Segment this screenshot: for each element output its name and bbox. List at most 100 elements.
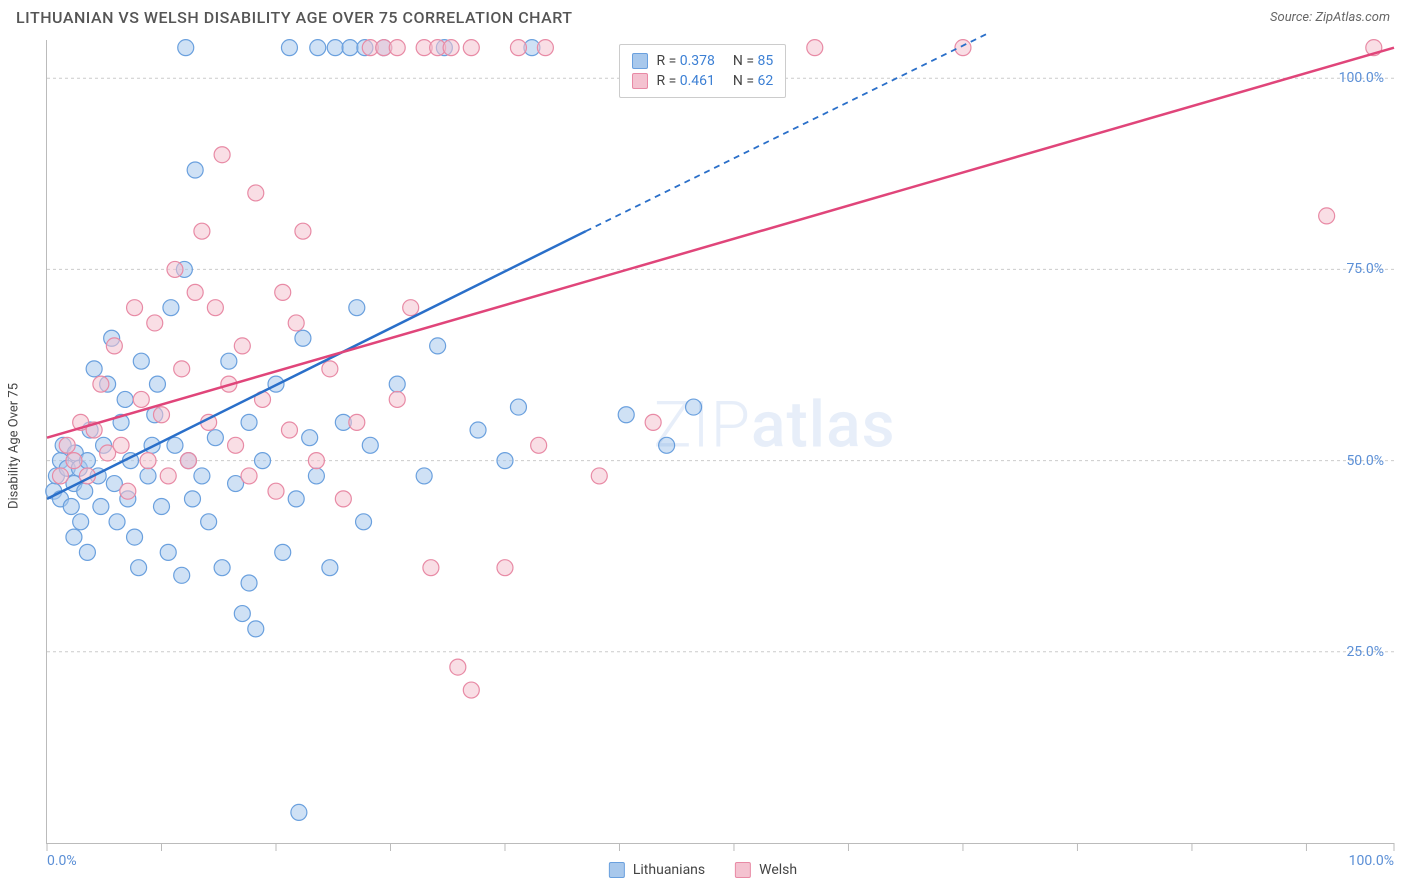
data-point [86,361,102,377]
data-point [241,414,257,430]
legend-n-label: N = 85 [733,53,773,69]
data-point [113,437,129,453]
data-point [127,529,143,545]
data-point [955,40,971,56]
data-point [147,315,163,331]
data-point [117,391,133,407]
x-tick-label: 100.0% [1349,853,1394,869]
data-point [463,682,479,698]
data-point [234,606,250,622]
data-point [288,491,304,507]
data-point [510,399,526,415]
data-point [201,514,217,530]
data-point [1319,208,1335,224]
y-tick-label: 100.0% [1339,70,1384,86]
legend-n-label: N = 62 [733,73,773,89]
legend-row: R = 0.378N = 85 [632,51,773,71]
data-point [531,437,547,453]
data-point [248,621,264,637]
data-point [73,514,89,530]
data-point [275,284,291,300]
data-point [207,300,223,316]
data-point [450,659,466,675]
legend-swatch [632,53,648,69]
data-point [180,453,196,469]
data-point [77,483,93,499]
data-point [335,491,351,507]
data-point [295,223,311,239]
y-tick-label: 50.0% [1346,453,1384,469]
data-point [659,437,675,453]
data-point [618,407,634,423]
legend-item: Welsh [735,862,797,878]
data-point [133,391,149,407]
data-point [349,414,365,430]
source-attribution: Source: ZipAtlas.com [1270,10,1390,25]
scatter-svg [47,40,1394,843]
data-point [184,491,200,507]
data-point [248,185,264,201]
data-point [187,284,203,300]
data-point [109,514,125,530]
data-point [416,468,432,484]
data-point [127,300,143,316]
data-point [66,529,82,545]
data-point [214,560,230,576]
x-tick-label: 0.0% [47,853,77,869]
data-point [153,407,169,423]
data-point [174,567,190,583]
data-point [443,40,459,56]
data-point [79,544,95,560]
data-point [163,300,179,316]
data-point [308,468,324,484]
legend-swatch [632,73,648,89]
data-point [140,453,156,469]
legend-swatch [609,862,625,878]
data-point [93,499,109,515]
data-point [131,560,147,576]
legend-swatch [735,862,751,878]
y-tick-label: 75.0% [1346,261,1384,277]
chart-plot-area: ZIPatlas R = 0.378N = 85R = 0.461N = 62 … [46,40,1394,844]
data-point [362,437,378,453]
data-point [389,40,405,56]
data-point [645,414,661,430]
data-point [510,40,526,56]
data-point [187,162,203,178]
data-point [807,40,823,56]
data-point [52,468,68,484]
data-point [66,453,82,469]
data-point [241,575,257,591]
data-point [160,544,176,560]
correlation-legend: R = 0.378N = 85R = 0.461N = 62 [619,44,786,98]
data-point [149,376,165,392]
data-point [423,560,439,576]
data-point [342,40,358,56]
data-point [322,560,338,576]
data-point [275,544,291,560]
data-point [463,40,479,56]
data-point [356,514,372,530]
data-point [310,40,326,56]
y-axis-label: Disability Age Over 75 [7,383,22,509]
chart-title: LITHUANIAN VS WELSH DISABILITY AGE OVER … [16,8,573,27]
data-point [281,40,297,56]
data-point [207,430,223,446]
data-point [133,353,149,369]
data-point [349,300,365,316]
trend-line [47,48,1394,438]
data-point [302,430,318,446]
legend-item: Lithuanians [609,862,705,878]
data-point [327,40,343,56]
y-tick-label: 25.0% [1346,644,1384,660]
data-point [234,338,250,354]
legend-label: Lithuanians [633,862,705,878]
data-point [470,422,486,438]
data-point [430,338,446,354]
data-point [322,361,338,377]
data-point [295,330,311,346]
data-point [403,300,419,316]
data-point [497,453,513,469]
data-point [167,261,183,277]
data-point [194,223,210,239]
